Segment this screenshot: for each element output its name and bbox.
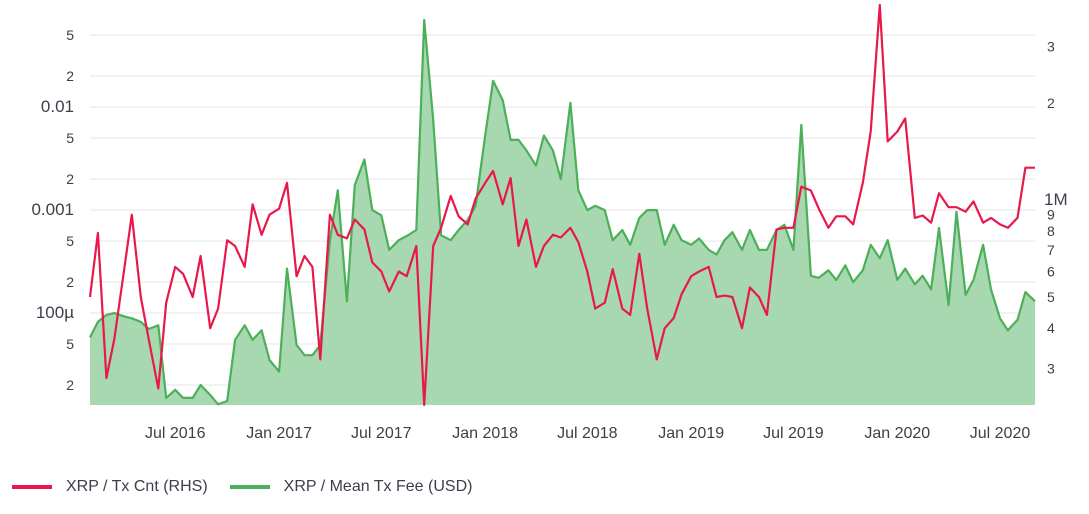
left-tick-label: 2 (66, 171, 74, 187)
right-tick-label: 3 (1047, 38, 1055, 54)
legend-label: XRP / Mean Tx Fee (USD) (283, 478, 473, 495)
right-tick-label: 6 (1047, 263, 1055, 279)
tx-count-line (88, 3, 1035, 407)
left-tick-label: 100µ (36, 303, 74, 322)
x-tick-label: Jul 2016 (145, 425, 206, 442)
left-tick-label: 2 (66, 68, 74, 84)
left-tick-label: 0.01 (41, 97, 74, 116)
legend-label: XRP / Tx Cnt (RHS) (66, 478, 208, 495)
legend-item-tx-count[interactable]: XRP / Tx Cnt (RHS) (12, 478, 208, 496)
x-tick-label: Jul 2018 (557, 425, 618, 442)
x-tick-label: Jan 2020 (864, 425, 930, 442)
legend-item-mean-fee[interactable]: XRP / Mean Tx Fee (USD) (229, 478, 473, 496)
left-tick-label: 2 (66, 274, 74, 290)
x-tick-label: Jan 2017 (246, 425, 312, 442)
left-tick-label: 5 (66, 27, 74, 43)
left-tick-label: 5 (66, 336, 74, 352)
right-tick-label: 5 (1047, 289, 1055, 305)
right-tick-label: 1M (1044, 190, 1068, 209)
left-tick-label: 5 (66, 233, 74, 249)
legend-swatch-red (12, 485, 52, 489)
x-tick-label: Jul 2017 (351, 425, 412, 442)
right-tick-label: 7 (1047, 242, 1055, 258)
x-tick-label: Jan 2018 (452, 425, 518, 442)
left-tick-label: 0.001 (31, 200, 74, 219)
left-tick-label: 5 (66, 130, 74, 146)
fee-area-fill (90, 20, 1035, 405)
right-tick-label: 8 (1047, 223, 1055, 239)
right-tick-label: 2 (1047, 95, 1055, 111)
legend: XRP / Tx Cnt (RHS) XRP / Mean Tx Fee (US… (12, 478, 472, 496)
x-axis: Jul 2016 Jan 2017 Jul 2017 Jan 2018 Jul 2018… (145, 425, 1030, 442)
left-axis: 2 5 100µ 2 5 0.001 2 5 0.01 2 5 (31, 27, 74, 393)
tx-count-series (88, 3, 1036, 407)
x-tick-label: Jan 2019 (658, 425, 724, 442)
fee-series (89, 18, 1036, 406)
x-tick-label: Jul 2019 (763, 425, 824, 442)
right-tick-label: 9 (1047, 207, 1055, 223)
fee-line (89, 18, 1036, 406)
right-tick-label: 4 (1047, 320, 1055, 336)
x-tick-label: Jul 2020 (970, 425, 1031, 442)
right-tick-label: 3 (1047, 360, 1055, 376)
legend-swatch-green (229, 485, 270, 489)
left-tick-label: 2 (66, 377, 74, 393)
